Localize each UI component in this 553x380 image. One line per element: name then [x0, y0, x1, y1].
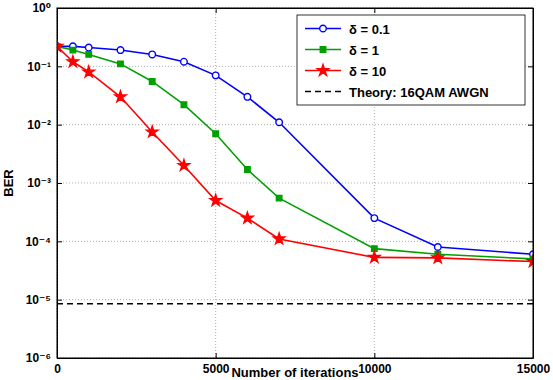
chart: 0 5000 10000 15000 10⁻⁶ 10⁻⁵ 10⁻⁴ 10⁻³ 10⁻² 10⁻¹ 1… [0, 0, 553, 380]
grid-line-y [57, 299, 533, 300]
marker [115, 91, 126, 102]
tick-mark [528, 66, 533, 67]
legend-label: Theory: 16QAM AWGN [349, 85, 489, 100]
tick [528, 300, 533, 301]
marker [435, 244, 442, 251]
tick-label: 10⁻⁴ [25, 235, 51, 249]
marker [147, 126, 158, 137]
marker [369, 251, 380, 262]
marker [67, 56, 78, 67]
tick-mark [57, 125, 62, 126]
tick-mark [374, 353, 375, 358]
grid-line-y [57, 124, 533, 125]
marker [178, 159, 189, 170]
legend-entry: δ = 10 [305, 64, 386, 79]
legend-marker [320, 25, 327, 32]
plot-frame [57, 8, 533, 358]
tick [528, 183, 533, 184]
legend-marker [317, 65, 328, 76]
marker [213, 131, 218, 136]
background [0, 0, 553, 380]
tick-mark [528, 183, 533, 184]
legend-label: δ = 0.1 [349, 22, 390, 37]
marker [57, 40, 63, 51]
tick-mark [216, 8, 217, 13]
marker [117, 47, 124, 54]
legend-entry: δ = 0.1 [305, 22, 390, 37]
tick-label: 10⁻⁵ [26, 293, 51, 307]
x-axis-title: Number of iterations [231, 365, 358, 380]
y-axis-title: BER [1, 169, 16, 197]
tick: 10000 [358, 353, 392, 376]
tick-label: 10000 [358, 362, 392, 376]
tick [374, 8, 375, 13]
grid-line-y [57, 183, 533, 184]
tick-label: 10⁻² [27, 118, 51, 132]
tick-label: 10⁻³ [27, 176, 51, 190]
legend-line [305, 91, 341, 93]
marker [212, 72, 219, 79]
tick-mark [57, 241, 62, 242]
marker [276, 119, 283, 126]
tick-label: 10⁰ [32, 1, 51, 15]
marker [244, 94, 251, 101]
tick-mark [528, 241, 533, 242]
tick-mark [528, 125, 533, 126]
marker [149, 79, 154, 84]
tick-label: 5000 [203, 362, 230, 376]
marker [242, 212, 253, 223]
tick-label: 10⁻⁶ [26, 351, 51, 365]
tick-label: 0 [54, 362, 61, 376]
marker [527, 256, 533, 267]
legend-entry: δ = 1 [305, 43, 379, 58]
tick-mark [528, 300, 533, 301]
marker [245, 167, 250, 172]
marker [86, 52, 91, 57]
marker [210, 195, 221, 206]
legend-marker [320, 47, 325, 52]
marker [273, 233, 284, 244]
marker [85, 44, 92, 51]
marker [83, 66, 94, 77]
plot: 0 5000 10000 15000 10⁻⁶ 10⁻⁵ 10⁻⁴ 10⁻³ 10⁻² 10⁻¹ 1… [25, 1, 550, 375]
legend-label: δ = 10 [349, 64, 386, 79]
marker [118, 61, 123, 66]
tick [528, 66, 533, 67]
x-axis-top [58, 8, 534, 13]
tick-mark [57, 66, 62, 67]
tick-mark [57, 300, 62, 301]
marker [181, 58, 188, 65]
marker [70, 47, 75, 52]
marker [149, 51, 156, 58]
legend-entry: Theory: 16QAM AWGN [305, 85, 489, 100]
tick [528, 241, 533, 242]
legend-label: δ = 1 [349, 43, 379, 58]
grid [57, 8, 533, 358]
tick-mark [216, 353, 217, 358]
tick-mark [57, 183, 62, 184]
legend: δ = 0.1 δ = 1 δ = 10 Theory: 16QAM AWGN [297, 15, 525, 105]
marker [276, 195, 281, 200]
tick-label: 15000 [517, 362, 551, 376]
tick-label: 10⁻¹ [27, 60, 51, 74]
marker [432, 252, 443, 263]
marker [371, 215, 378, 222]
tick [528, 125, 533, 126]
legend-box [297, 15, 525, 105]
tick: 5000 [203, 353, 230, 376]
tick [216, 8, 217, 13]
marker [181, 102, 186, 107]
tick-mark [374, 8, 375, 13]
series-line [57, 303, 533, 305]
